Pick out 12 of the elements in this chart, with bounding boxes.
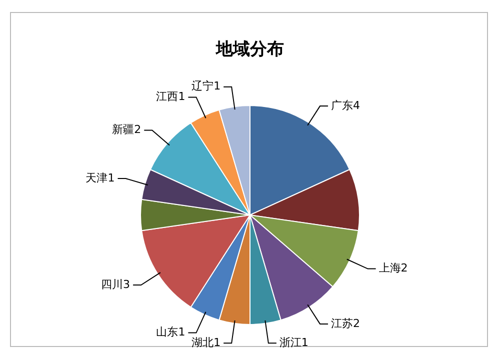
slice-label: 浙江1 (279, 336, 308, 350)
slice-label: 湖北1 (192, 336, 221, 350)
slice-label: 辽宁1 (192, 80, 221, 93)
slice-label: 上海2 (378, 262, 408, 275)
slice-label: 江西1 (156, 90, 186, 104)
chart-title: 地域分布 (215, 39, 284, 58)
slice-label: 山东1 (156, 326, 186, 339)
slice-label: 新疆2 (112, 123, 142, 136)
slice-label: 江苏2 (331, 316, 360, 330)
slice-label: 四川3 (101, 278, 130, 291)
slice-label: 天津1 (86, 171, 115, 184)
slice-label: 广东4 (331, 98, 360, 112)
